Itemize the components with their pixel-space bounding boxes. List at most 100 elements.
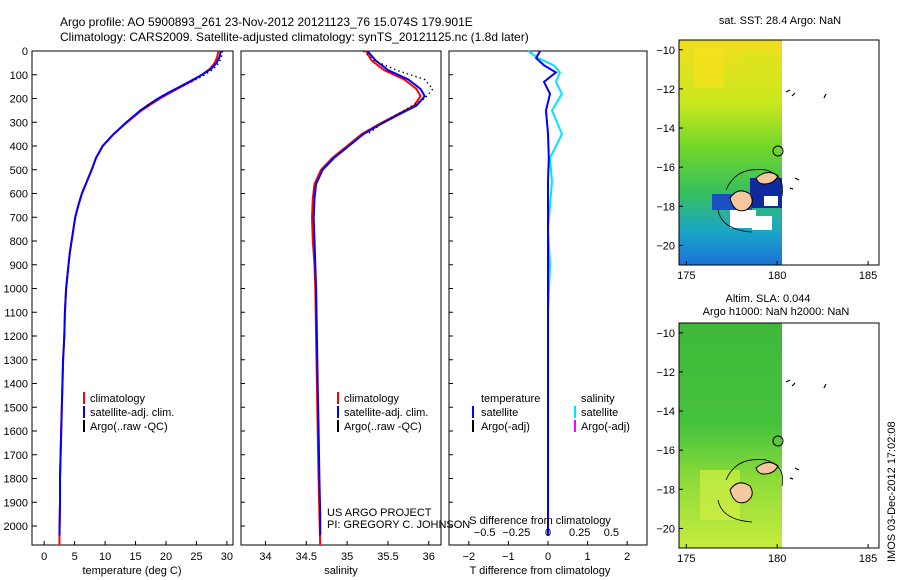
map-y-tick-label: −12	[656, 367, 675, 379]
sla-map	[678, 322, 880, 549]
legend-t-satellite: satellite	[481, 407, 518, 419]
y-tick-label: 100	[10, 70, 28, 82]
map-y-tick-label: −10	[656, 328, 675, 340]
map-x-tick-label: 180	[768, 270, 786, 282]
legend-header-salinity: salinity	[581, 393, 615, 405]
y-tick-label: 1100	[4, 307, 28, 319]
series-line-satellite-adj-clim-	[58, 50, 222, 536]
y-tick-label: 800	[10, 236, 28, 248]
salinity-plot: 34 34.5 35 35.5 36	[259, 50, 435, 563]
map-y-tick-label: −20	[656, 240, 675, 252]
s-diff-tick-label: −0.5	[474, 527, 496, 539]
temperature-axes	[31, 50, 234, 546]
map-y-tick-label: −18	[656, 201, 675, 213]
s-diff-tick-label: −0.25	[502, 527, 530, 539]
y-tick-label: 600	[10, 189, 28, 201]
legend-t-argo: Argo(-adj)	[481, 421, 530, 433]
temperature-x-tick-label: 20	[160, 551, 172, 563]
title-line-1: Argo profile: AO 5900893_261 23-Nov-2012…	[60, 15, 473, 29]
map-y-tick-label: −16	[656, 445, 675, 457]
legend-climatology: climatology	[90, 393, 146, 405]
series-line-climatology	[310, 50, 422, 546]
map-x-tick-label: 180	[768, 553, 786, 565]
y-tick-label: 500	[10, 165, 28, 177]
salinity-x-tick-label: 36	[423, 551, 435, 563]
map-y-tick-label: −14	[656, 123, 675, 135]
map-x-tick-label: 185	[859, 553, 877, 565]
temperature-x-tick-label: 25	[190, 551, 202, 563]
temperature-legend: climatology satellite-adj. clim. Argo(..…	[83, 392, 174, 433]
difference-legend: temperature salinity satellite Argo(-adj…	[472, 393, 630, 433]
temperature-plot: 0100200300400500600700800900100011001200…	[4, 46, 453, 563]
sst-map	[678, 39, 880, 266]
legend-header-temperature: temperature	[481, 393, 540, 405]
t-diff-tick-label: −2	[463, 551, 476, 563]
temperature-x-tick-label: 15	[129, 551, 141, 563]
sla-map-title-2: Argo h1000: NaN h2000: NaN	[703, 306, 850, 318]
salinity-x-tick-label: 35	[341, 551, 353, 563]
series-line-argo-raw-qc-	[139, 50, 224, 111]
map-y-tick-label: −18	[656, 484, 675, 496]
y-tick-label: 400	[10, 141, 28, 153]
legend-satellite-adj: satellite-adj. clim.	[90, 407, 174, 419]
y-tick-label: 1300	[4, 355, 28, 367]
map-y-tick-label: −20	[656, 523, 675, 535]
y-tick-label: 900	[10, 260, 28, 272]
sla-map-ticks: 175 180 185 −10 −12 −14 −16 −18 −20	[656, 328, 877, 565]
legend-argo: Argo(..raw -QC)	[344, 421, 422, 433]
temperature-x-tick-label: 30	[221, 551, 233, 563]
imos-timestamp: IMOS 03-Dec-2012 17:02:08	[886, 421, 898, 562]
sst-map-ticks: 175 180 185 −10 −12 −14 −16 −18 −20	[656, 45, 877, 282]
difference-plot: −2 −1 0 1 2−0.5 −0.25 0 0.25 0.5	[463, 50, 630, 563]
credit-line-2: PI: GREGORY C. JOHNSON	[327, 519, 470, 531]
title-line-2: Climatology: CARS2009. Satellite-adjuste…	[60, 30, 529, 44]
y-tick-label: 1500	[4, 402, 28, 414]
y-tick-label: 0	[22, 46, 28, 58]
salinity-legend: climatology satellite-adj. clim. Argo(..…	[337, 392, 428, 433]
map-x-tick-label: 185	[859, 270, 877, 282]
salinity-x-tick-label: 34	[259, 551, 271, 563]
y-tick-label: 1900	[4, 497, 28, 509]
y-tick-label: 1000	[4, 284, 28, 296]
map-x-tick-label: 175	[677, 270, 695, 282]
temperature-xlabel: temperature (deg C)	[82, 565, 181, 577]
map-x-tick-label: 175	[677, 553, 695, 565]
t-diff-tick-label: 1	[585, 551, 591, 563]
legend-climatology: climatology	[344, 393, 400, 405]
s-difference-xlabel: S difference from climatology	[469, 515, 611, 527]
credit-line-1: US ARGO PROJECT	[327, 507, 432, 519]
salinity-x-tick-label: 35.5	[377, 551, 398, 563]
sst-map-title: sat. SST: 28.4 Argo: NaN	[719, 15, 841, 27]
salinity-x-tick-label: 34.5	[296, 551, 317, 563]
map-y-tick-label: −10	[656, 45, 675, 57]
s-diff-tick-label: 0.5	[604, 527, 619, 539]
y-tick-label: 1800	[4, 474, 28, 486]
s-diff-tick-label: 0.25	[569, 527, 590, 539]
t-diff-tick-label: 0	[545, 551, 551, 563]
map-y-tick-label: −12	[656, 84, 675, 96]
map-y-tick-label: −14	[656, 406, 675, 418]
series-line-climatology	[58, 50, 220, 546]
salinity-axes	[240, 50, 442, 546]
y-tick-label: 300	[10, 117, 28, 129]
y-tick-label: 700	[10, 212, 28, 224]
temperature-x-tick-label: 10	[99, 551, 111, 563]
argo-location-marker	[772, 145, 784, 157]
legend-argo: Argo(..raw -QC)	[90, 421, 168, 433]
y-tick-label: 2000	[4, 521, 28, 533]
series-line-satellite-adj-clim-	[312, 50, 426, 536]
map-y-tick-label: −16	[656, 162, 675, 174]
temperature-x-tick-label: 0	[41, 551, 47, 563]
legend-satellite-adj: satellite-adj. clim.	[344, 407, 428, 419]
t-diff-tick-label: −1	[502, 551, 515, 563]
salinity-xlabel: salinity	[324, 565, 358, 577]
y-tick-label: 200	[10, 94, 28, 106]
temperature-x-tick-label: 5	[72, 551, 78, 563]
sla-map-title-1: Altim. SLA: 0.044	[726, 293, 811, 305]
t-diff-tick-label: 2	[624, 551, 630, 563]
t-difference-xlabel: T difference from climatology	[470, 565, 611, 577]
y-tick-label: 1400	[4, 379, 28, 391]
legend-s-argo: Argo(-adj)	[581, 421, 630, 433]
argo-location-marker	[772, 435, 784, 447]
